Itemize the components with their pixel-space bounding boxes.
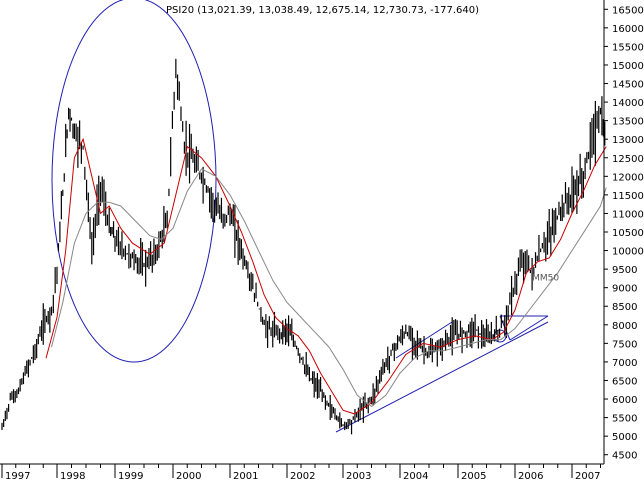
trendline-support xyxy=(335,321,549,433)
y-tick-label: 11000 xyxy=(612,209,644,220)
y-tick-label: 6500 xyxy=(612,376,637,387)
y-tick-label: 12000 xyxy=(612,172,644,183)
y-tick-label: 16500 xyxy=(612,5,644,16)
y-tick-label: 7500 xyxy=(612,339,637,350)
triangle-edge xyxy=(509,315,549,341)
annotation-label: MM50 xyxy=(532,273,559,283)
price-bars xyxy=(1,58,606,435)
y-tick-label: 11500 xyxy=(612,191,644,202)
y-tick-label: 9000 xyxy=(612,284,637,295)
y-tick-label: 10500 xyxy=(612,228,644,239)
y-tick-label: 6000 xyxy=(612,395,637,406)
x-tick-label: 2003 xyxy=(346,471,371,482)
x-tick-label: 2001 xyxy=(233,471,258,482)
moving-average-long-line xyxy=(51,168,607,408)
x-tick-label: 2005 xyxy=(461,471,486,482)
y-tick-label: 9500 xyxy=(612,265,637,276)
x-axis: 1997 1998 1999 2000 2001 2002 2003 2004 2005 2006… xyxy=(0,463,604,482)
x-tick-label: 2007 xyxy=(575,471,600,482)
x-tick-label: 2002 xyxy=(290,471,315,482)
chart-title: PSI20 (13,021.39, 13,038.49, 12,675.14, … xyxy=(166,5,479,16)
y-tick-label: 8000 xyxy=(612,321,637,332)
y-tick-label: 13000 xyxy=(612,135,644,146)
y-tick-label: 16000 xyxy=(612,24,644,35)
y-tick-label: 15000 xyxy=(612,61,644,72)
x-tick-label: 2006 xyxy=(518,471,543,482)
y-tick-label: 13500 xyxy=(612,117,644,128)
y-tick-label: 4500 xyxy=(612,451,637,462)
x-tick-label: 1998 xyxy=(60,471,85,482)
moving-average-short-line xyxy=(45,137,607,415)
y-tick-label: 5500 xyxy=(612,414,637,425)
x-tick-label: 2000 xyxy=(176,471,201,482)
plot-area: MM50 xyxy=(1,0,607,435)
y-axis: 4500 5000 5500 6000 6500 7000 7500 8000 8500 9000… xyxy=(603,0,644,464)
y-tick-label: 15500 xyxy=(612,42,644,53)
y-tick-label: 12500 xyxy=(612,154,644,165)
x-tick-label: 2004 xyxy=(403,471,428,482)
y-tick-label: 7000 xyxy=(612,358,637,369)
y-tick-label: 14000 xyxy=(612,98,644,109)
x-tick-label: 1997 xyxy=(5,471,30,482)
y-tick-label: 10000 xyxy=(612,247,644,258)
highlight-ellipse xyxy=(51,0,217,363)
y-tick-label: 5000 xyxy=(612,432,637,443)
x-tick-label: 1999 xyxy=(118,471,143,482)
y-tick-label: 14500 xyxy=(612,80,644,91)
y-tick-label: 8500 xyxy=(612,302,637,313)
